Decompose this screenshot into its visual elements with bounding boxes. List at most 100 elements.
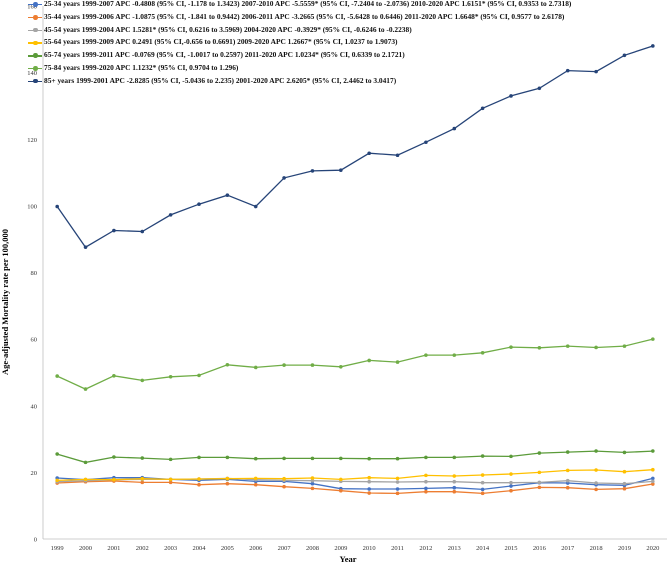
data-point xyxy=(140,456,145,460)
data-point xyxy=(565,68,570,73)
data-point xyxy=(480,473,485,477)
data-point xyxy=(537,451,542,455)
legend-swatch xyxy=(28,13,42,22)
y-tick-label: 60 xyxy=(31,337,38,344)
data-point xyxy=(622,481,627,486)
y-tick-label: 160 xyxy=(27,4,37,11)
data-point xyxy=(282,176,286,180)
data-point xyxy=(140,476,145,481)
data-point xyxy=(537,485,542,490)
data-point xyxy=(282,484,286,489)
data-point xyxy=(367,475,371,480)
data-point xyxy=(367,491,371,495)
data-point xyxy=(622,469,627,474)
data-point xyxy=(395,360,400,364)
data-point xyxy=(651,337,655,341)
data-point xyxy=(282,456,286,461)
data-point xyxy=(395,480,400,484)
data-point xyxy=(565,485,570,490)
data-point xyxy=(395,476,400,481)
legend-item: 45-54 years 1999-2004 APC 1.5281* (95% C… xyxy=(28,24,660,35)
data-point xyxy=(509,484,513,488)
data-point xyxy=(339,456,343,461)
legend-label: 45-54 years 1999-2004 APC 1.5281* (95% C… xyxy=(44,24,412,34)
x-tick-label: 2011 xyxy=(391,545,404,552)
data-point xyxy=(480,487,485,492)
data-point xyxy=(594,487,598,492)
series-line xyxy=(56,338,653,390)
data-point xyxy=(168,213,173,217)
x-tick-label: 2014 xyxy=(476,545,490,552)
series-3 xyxy=(55,467,655,483)
chart-legend: 25-34 years 1999-2007 APC -0.4808 (95% C… xyxy=(28,0,660,89)
data-point xyxy=(225,476,230,481)
data-point xyxy=(622,450,627,455)
data-point xyxy=(253,204,258,209)
y-tick-label: 120 xyxy=(27,137,37,144)
data-point xyxy=(651,449,655,453)
x-tick-label: 2005 xyxy=(221,545,234,552)
legend-label: 85+ years 1999-2001 APC -2.8285 (95% CI,… xyxy=(44,75,397,85)
data-point xyxy=(424,140,428,145)
data-point xyxy=(282,476,286,481)
data-point xyxy=(537,480,542,485)
data-point xyxy=(83,387,88,391)
legend-label: 35-44 years 1999-2006 APC -1.0875 (95% C… xyxy=(44,11,565,21)
data-point xyxy=(395,491,400,496)
series-line xyxy=(57,469,653,482)
data-point xyxy=(367,358,371,363)
data-point xyxy=(537,470,542,475)
series-4 xyxy=(55,449,655,465)
data-point xyxy=(395,153,400,158)
data-point xyxy=(651,482,655,486)
data-point xyxy=(140,378,145,383)
legend-swatch xyxy=(28,64,42,73)
x-tick-label: 2019 xyxy=(618,545,631,552)
x-tick-label: 2004 xyxy=(193,545,207,552)
x-tick-labels: 1999 2000 2001 2002 2003 2004 2005 2006 2007 2008… xyxy=(51,545,660,552)
legend-swatch xyxy=(28,51,42,60)
data-point xyxy=(310,476,315,480)
data-point xyxy=(594,481,598,485)
data-point xyxy=(367,456,371,461)
data-point xyxy=(367,151,371,156)
data-point xyxy=(83,460,88,465)
data-point xyxy=(83,477,88,482)
y-tick-label: 0 xyxy=(34,537,37,544)
y-tick-label: 100 xyxy=(27,203,37,210)
legend-item: 75-84 years 1999-2020 APC 1.1232* (95% C… xyxy=(28,62,660,73)
data-point xyxy=(197,482,201,487)
data-point xyxy=(565,468,570,473)
data-point xyxy=(565,450,570,454)
series-lines xyxy=(55,44,655,496)
series-6 xyxy=(55,44,655,249)
data-point xyxy=(651,467,655,472)
data-point xyxy=(651,479,655,484)
data-point xyxy=(651,476,655,481)
series-line xyxy=(57,480,653,495)
data-point xyxy=(55,374,59,378)
y-tick-labels: 0 20 40 60 80 100 120 140 160 xyxy=(27,4,37,544)
legend-label: 75-84 years 1999-2020 APC 1.1232* (95% C… xyxy=(44,62,239,72)
data-point xyxy=(140,480,145,485)
data-point xyxy=(537,345,542,350)
x-tick-label: 2007 xyxy=(278,545,292,552)
data-point xyxy=(282,363,286,367)
data-point xyxy=(509,454,513,459)
data-point xyxy=(197,455,201,460)
legend-label: 25-34 years 1999-2007 APC -0.4808 (95% C… xyxy=(44,0,572,8)
legend-item: 35-44 years 1999-2006 APC -1.0875 (95% C… xyxy=(28,11,660,22)
x-tick-label: 2003 xyxy=(164,545,177,552)
data-point xyxy=(253,456,258,461)
legend-item: 55-64 years 1999-2009 APC 0.2491 (95% CI… xyxy=(28,38,660,47)
data-point xyxy=(452,126,457,131)
data-point xyxy=(253,476,258,481)
data-point xyxy=(622,53,627,58)
x-tick-label: 2016 xyxy=(533,545,547,552)
y-tick-label: 20 xyxy=(31,470,38,477)
data-point xyxy=(112,477,116,482)
data-point xyxy=(55,204,59,209)
x-tick-label: 2018 xyxy=(590,545,603,552)
x-tick-label: 2001 xyxy=(107,545,120,552)
x-axis-label: Year xyxy=(340,554,357,564)
